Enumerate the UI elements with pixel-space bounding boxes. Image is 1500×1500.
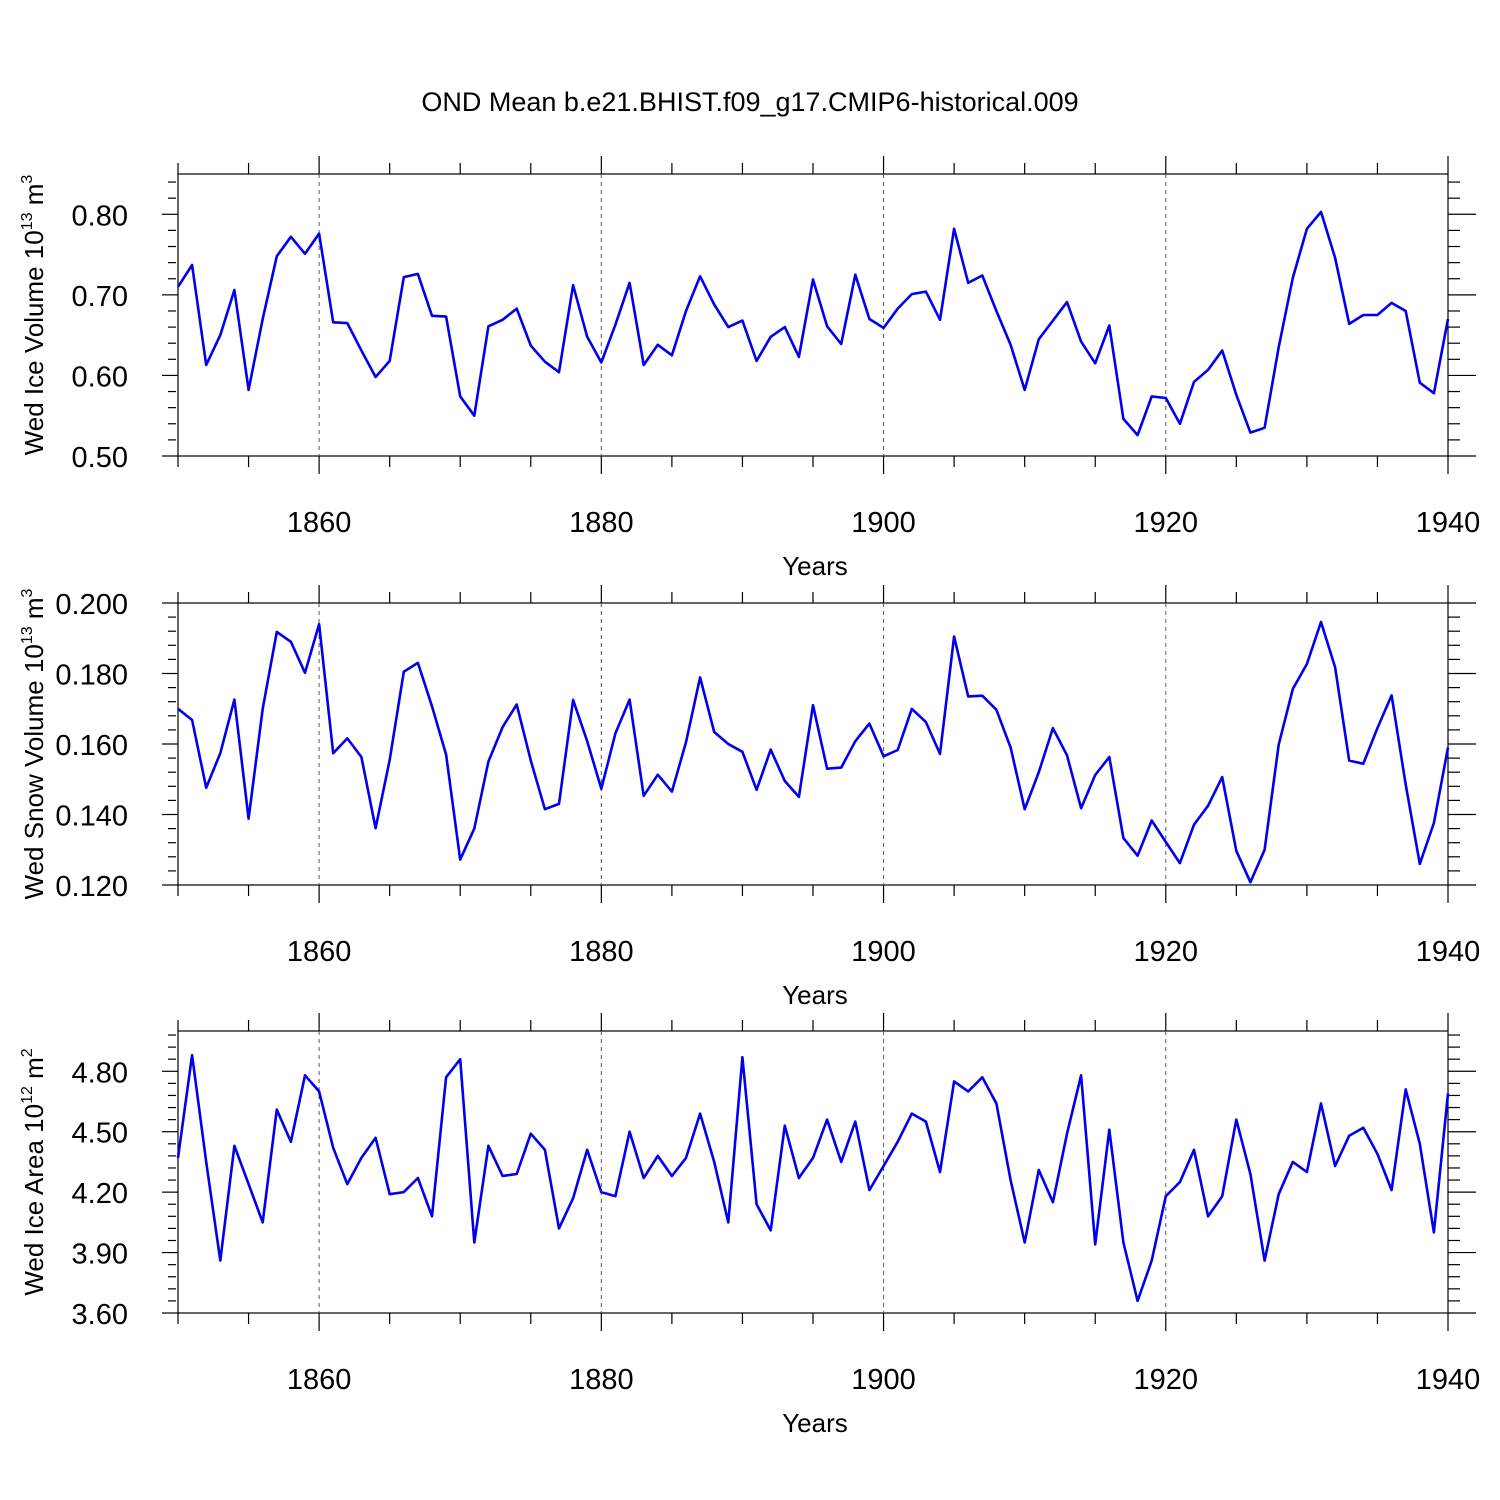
y-tick-label: 0.160 [55, 730, 128, 762]
y-tick-label: 3.90 [72, 1239, 128, 1271]
y-axis-label-unit-exponent: 3 [19, 588, 36, 597]
x-axis-label: Years [782, 980, 848, 1010]
x-tick-label: 1900 [851, 936, 916, 968]
y-tick-label: 0.200 [55, 589, 128, 621]
series-line-ice-volume [176, 210, 1450, 437]
x-tick-label: 1860 [287, 507, 352, 539]
y-tick-label: 0.50 [72, 442, 128, 474]
x-axis-label: Years [782, 551, 848, 581]
x-tick-label: 1880 [569, 1364, 634, 1396]
x-tick-label: 1900 [851, 1364, 916, 1396]
panels: 1860 1880 1900 1920 1940 0.50 0.60 0.70 0.80 Year… [19, 156, 1480, 1438]
y-axis-label-text: Wed Ice Area 10 [19, 1104, 49, 1296]
x-tick-label: 1860 [287, 1364, 352, 1396]
y-tick-label: 0.60 [72, 361, 128, 393]
x-tick-label: 1920 [1134, 936, 1199, 968]
x-axis-label: Years [782, 1408, 848, 1438]
x-tick-label: 1880 [569, 936, 634, 968]
x-tick-label: 1920 [1134, 1364, 1199, 1396]
x-tick-label: 1940 [1416, 507, 1481, 539]
y-tick-label: 0.70 [72, 281, 128, 313]
x-tick-label: 1880 [569, 507, 634, 539]
plot-frame-snow-volume [177, 602, 1449, 886]
y-axis-label: Wed Snow Volume 1013 m3 [19, 588, 49, 899]
y-axis-label-unit: m [19, 184, 49, 213]
y-axis-label: Wed Ice Volume 1013 m3 [19, 175, 49, 456]
plot-frame-ice-volume [177, 173, 1449, 457]
x-tick-label: 1900 [851, 507, 916, 539]
series-line-ice-area [176, 1053, 1450, 1303]
y-axis-label-text: Wed Snow Volume 10 [19, 644, 49, 899]
y-axis-label-exponent: 13 [19, 626, 36, 644]
y-tick-label: 0.140 [55, 801, 128, 833]
y-axis-label-unit: m [19, 1057, 49, 1086]
panel-ice-volume: 1860 1880 1900 1920 1940 0.50 0.60 0.70 0.80 Year… [19, 156, 1480, 581]
panel-ice-area: 1860 1880 1900 1920 1940 3.60 3.90 4.20 4.50 4.80… [19, 1013, 1480, 1438]
figure-title: OND Mean b.e21.BHIST.f09_g17.CMIP6-histo… [421, 87, 1078, 117]
series-line-snow-volume [177, 620, 1450, 884]
y-tick-label: 0.80 [72, 200, 128, 232]
x-tick-label: 1860 [287, 936, 352, 968]
y-tick-label: 4.50 [72, 1118, 128, 1150]
panel-snow-volume: 1860 1880 1900 1920 1940 0.120 0.140 0.160 0.180… [19, 585, 1480, 1010]
x-tick-label: 1920 [1134, 507, 1199, 539]
y-tick-label: 0.180 [55, 660, 128, 692]
y-tick-label: 4.80 [72, 1057, 128, 1089]
x-tick-label: 1940 [1416, 936, 1481, 968]
y-axis-label-text: Wed Ice Volume 10 [19, 230, 49, 455]
y-axis-label-unit-exponent: 3 [19, 175, 36, 184]
y-axis-label-exponent: 12 [19, 1086, 36, 1104]
y-tick-label: 4.20 [72, 1178, 128, 1210]
y-tick-label: 0.120 [55, 871, 128, 903]
plot-frame-ice-area [177, 1030, 1449, 1314]
y-axis-label-unit-exponent: 2 [19, 1048, 36, 1057]
y-axis-label-exponent: 13 [19, 212, 36, 230]
y-tick-label: 3.60 [72, 1299, 128, 1331]
y-axis-label: Wed Ice Area 1012 m2 [19, 1048, 49, 1295]
y-axis-label-unit: m [19, 597, 49, 626]
x-tick-label: 1940 [1416, 1364, 1481, 1396]
